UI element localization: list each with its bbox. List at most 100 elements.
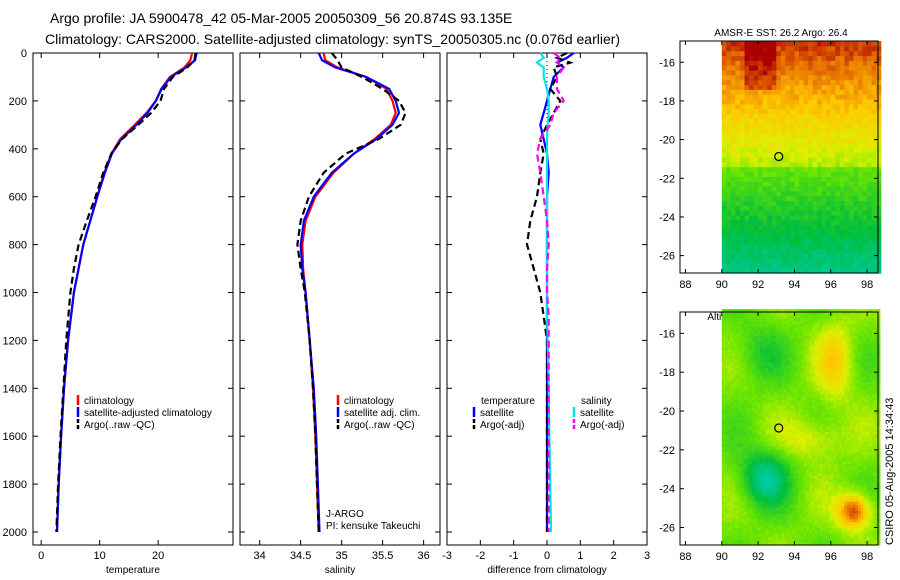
map-cell: [784, 411, 788, 415]
map-cell: [735, 431, 739, 435]
map-cell: [757, 396, 761, 400]
map-cell: [730, 176, 736, 182]
map-cell: [817, 478, 821, 482]
y-tick-label: -22: [659, 173, 675, 185]
map-cell: [830, 210, 836, 216]
map-cell: [787, 542, 791, 546]
map-cell: [762, 338, 766, 342]
map-cell: [806, 312, 810, 316]
map-cell: [757, 347, 761, 351]
map-cell: [814, 370, 818, 374]
map-cell: [806, 422, 810, 427]
y-tick-label: 1000: [3, 288, 27, 300]
map-cell: [811, 536, 815, 540]
map-cell: [784, 358, 788, 363]
map-cell: [768, 370, 772, 374]
map-cell: [825, 492, 829, 497]
map-cell: [776, 379, 780, 383]
map-cell: [792, 367, 796, 371]
map-cell: [754, 425, 758, 430]
map-cell: [835, 94, 841, 100]
map-cell: [740, 399, 745, 403]
map-cell: [762, 335, 766, 339]
map-cell: [792, 326, 796, 331]
map-cell: [809, 381, 813, 386]
map-cell: [730, 408, 734, 412]
map-cell: [771, 132, 777, 139]
map-cell: [773, 513, 777, 517]
map-cell: [746, 507, 750, 511]
map-cell: [800, 507, 805, 511]
map-cell: [743, 486, 747, 491]
map-cell: [798, 347, 802, 351]
map-cell: [758, 74, 764, 81]
map-cell: [757, 527, 761, 531]
map-cell: [798, 492, 802, 497]
map-cell: [762, 347, 766, 351]
map-cell: [814, 393, 818, 398]
map-cell: [732, 466, 736, 470]
map-cell: [779, 387, 783, 392]
map-cell: [798, 402, 802, 406]
map-cell: [753, 263, 759, 269]
map-cell: [839, 195, 845, 202]
map-cell: [814, 451, 818, 456]
map-cell: [739, 113, 745, 119]
map-cell: [758, 147, 764, 153]
map-cell: [799, 50, 805, 57]
map-cell: [762, 258, 768, 264]
map-cell: [781, 393, 785, 398]
map-cell: [746, 451, 750, 456]
map-cell: [814, 314, 818, 319]
map-cell: [762, 515, 766, 520]
map-cell: [814, 344, 818, 348]
map-cell: [779, 376, 783, 380]
map-cell: [721, 137, 727, 144]
map-cell: [784, 425, 788, 430]
map-cell: [819, 314, 824, 319]
map-cell: [773, 486, 777, 491]
map-cell: [744, 94, 750, 100]
map-cell: [762, 416, 766, 421]
map-cell: [825, 480, 829, 485]
map-cell: [819, 408, 824, 412]
map-cell: [773, 314, 777, 319]
map-cell: [798, 498, 802, 502]
map-cell: [726, 166, 732, 173]
map-cell: [768, 504, 772, 508]
map-cell: [776, 489, 780, 494]
map-cell: [826, 181, 832, 187]
map-cell: [806, 402, 810, 406]
map-cell: [762, 45, 768, 52]
map-cell: [862, 234, 868, 240]
map-cell: [817, 501, 821, 505]
map-cell: [862, 176, 868, 182]
map-cell: [739, 123, 745, 129]
map-cell: [819, 364, 824, 368]
map-cell: [730, 312, 734, 316]
map-cell: [853, 248, 859, 255]
map-cell: [721, 416, 726, 421]
map-cell: [821, 157, 827, 163]
map-cell: [794, 99, 800, 105]
map-cell: [830, 60, 836, 66]
map-cell: [822, 504, 826, 508]
map-cell: [721, 142, 727, 148]
map-cell: [738, 448, 742, 453]
map-cell: [812, 79, 818, 86]
map-cell: [768, 419, 772, 424]
map-cell: [765, 341, 769, 345]
map-cell: [757, 379, 761, 383]
map-cell: [795, 309, 799, 313]
map-cell: [844, 99, 850, 105]
map-cell: [759, 349, 764, 354]
map-cell: [776, 329, 780, 333]
map-cell: [789, 186, 795, 192]
map-cell: [749, 210, 755, 216]
map-cell: [830, 171, 836, 177]
map-cell: [799, 70, 805, 76]
map-cell: [789, 419, 794, 424]
map-cell: [765, 434, 769, 438]
map-cell: [812, 200, 818, 206]
map-cell: [803, 437, 807, 441]
